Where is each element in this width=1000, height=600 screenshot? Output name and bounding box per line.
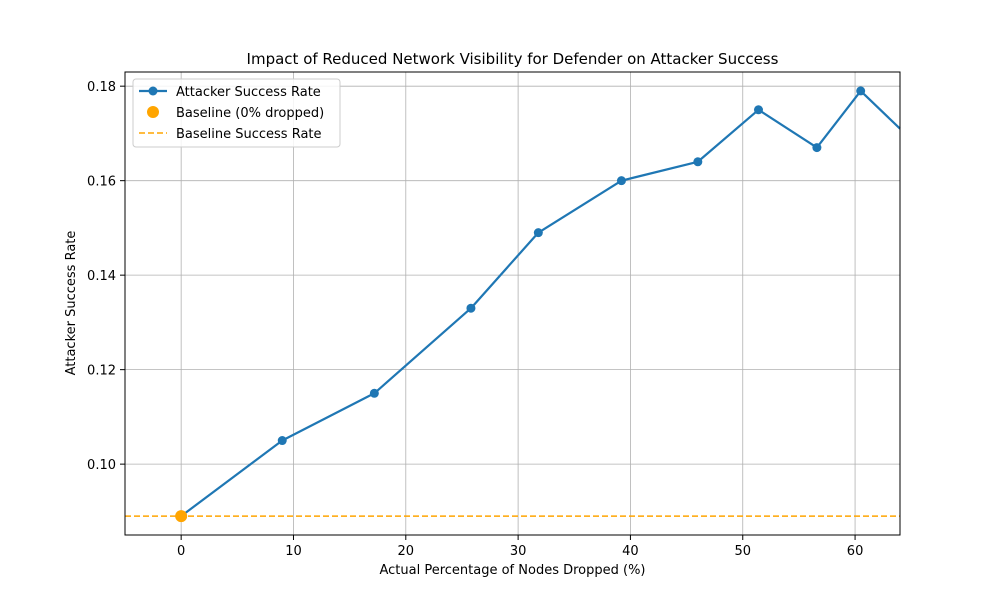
y-tick-label: 0.12 — [87, 364, 116, 379]
x-tick-label: 30 — [510, 544, 527, 559]
series-layer — [175, 86, 901, 523]
y-tick-label: 0.14 — [87, 269, 116, 284]
x-axis-label: Actual Percentage of Nodes Dropped (%) — [379, 563, 645, 578]
legend-label: Baseline Success Rate — [176, 127, 322, 142]
chart-title: Impact of Reduced Network Visibility for… — [247, 50, 779, 68]
x-tick-label: 60 — [847, 544, 864, 559]
baseline-point — [175, 510, 188, 523]
attacker-success-rate-point — [466, 303, 476, 313]
legend-marker-swatch — [148, 86, 158, 96]
x-tick-label: 20 — [398, 544, 415, 559]
attacker-success-rate-line — [180, 89, 901, 517]
attacker-success-rate-point — [693, 157, 703, 167]
attacker-success-rate-point — [369, 388, 379, 398]
legend-label: Attacker Success Rate — [176, 85, 321, 100]
attacker-success-rate-point — [812, 143, 822, 153]
y-tick-label: 0.18 — [87, 80, 116, 95]
attacker-success-rate-point — [277, 436, 287, 446]
attacker-success-rate-point — [616, 176, 626, 186]
legend-box — [132, 78, 341, 148]
plot-frame — [124, 71, 901, 536]
legend-marker-swatch — [147, 106, 159, 118]
legend-label: Baseline (0% dropped) — [176, 106, 324, 121]
attacker-success-rate-point — [533, 228, 543, 238]
x-tick-label: 0 — [177, 544, 185, 559]
y-tick-label: 0.16 — [87, 175, 116, 190]
x-tick-label: 50 — [734, 544, 751, 559]
y-axis-label: Attacker Success Rate — [64, 231, 79, 376]
y-tick-label: 0.10 — [87, 458, 116, 473]
attacker-success-rate-point — [753, 105, 763, 115]
x-tick-label: 40 — [622, 544, 639, 559]
axis-ticks: 0 10 20 30 40 50 60 0.10 0.12 0.14 0.16 0.18 — [87, 80, 863, 559]
attacker-success-rate-point — [856, 86, 866, 96]
x-tick-label: 10 — [285, 544, 302, 559]
legend: Attacker Success Rate Baseline (0% droppe… — [132, 78, 341, 148]
